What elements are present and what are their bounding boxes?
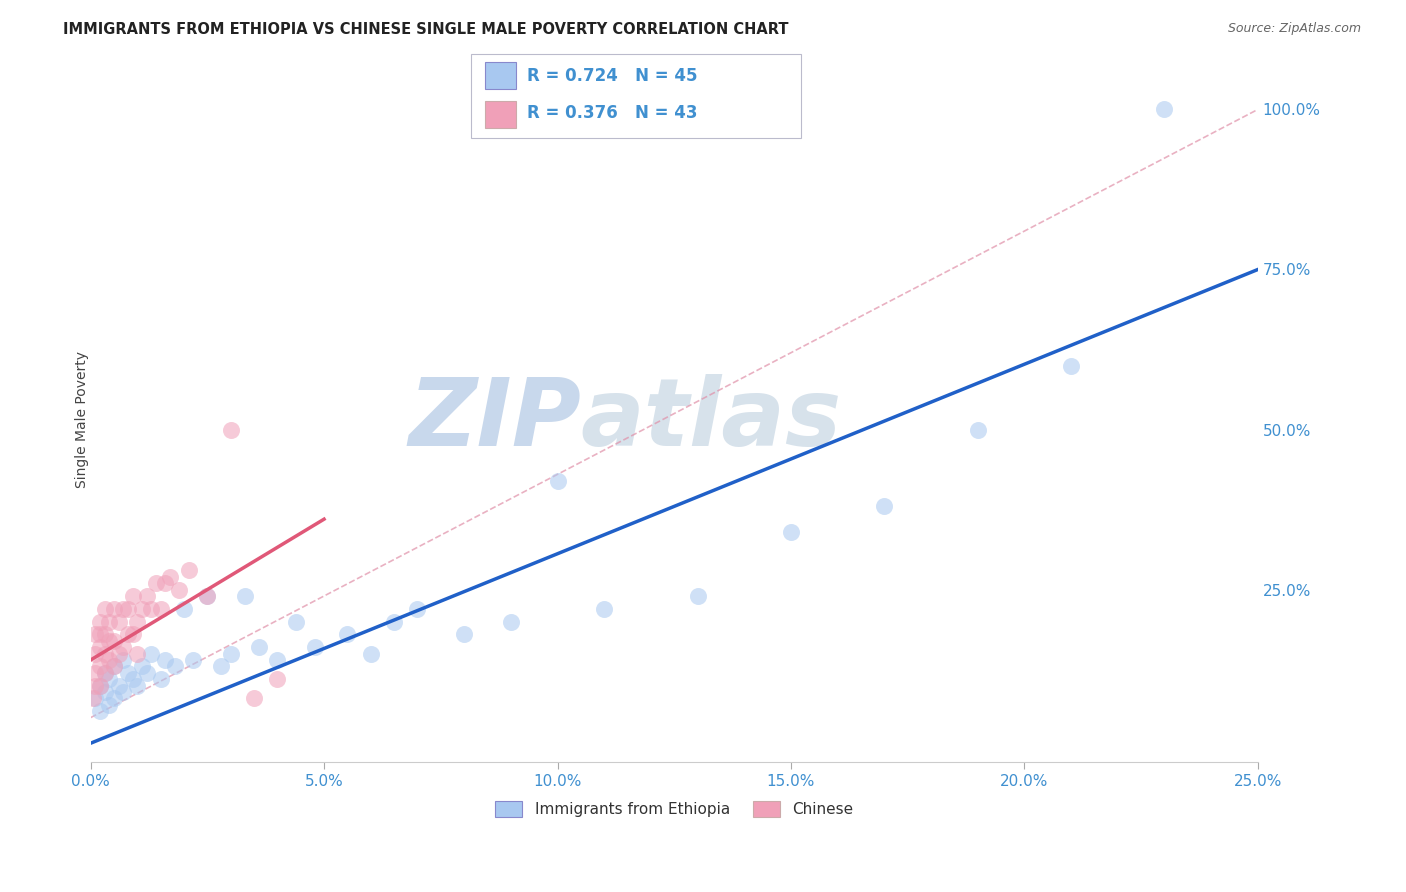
Point: [195, 589, 218, 603]
Point: [127, 679, 149, 693]
Point: [131, 602, 153, 616]
Point: [159, 570, 181, 584]
Point: [121, 627, 143, 641]
Text: R = 0.724   N = 45: R = 0.724 N = 45: [527, 67, 697, 85]
Point: [966, 423, 988, 437]
Point: [89, 640, 111, 655]
Point: [107, 615, 129, 629]
Point: [155, 653, 177, 667]
Point: [107, 679, 129, 693]
Point: [98, 672, 121, 686]
Point: [155, 576, 177, 591]
Point: [84, 627, 107, 641]
Text: ZIP: ZIP: [408, 374, 581, 466]
Point: [84, 691, 107, 706]
Point: [135, 665, 157, 680]
Point: [169, 582, 191, 597]
Text: atlas: atlas: [581, 374, 842, 466]
Point: [593, 602, 616, 616]
Point: [98, 653, 121, 667]
Point: [103, 691, 125, 706]
Point: [266, 653, 288, 667]
Point: [131, 659, 153, 673]
Point: [1060, 359, 1083, 373]
Point: [93, 685, 115, 699]
Point: [103, 602, 125, 616]
Point: [453, 627, 475, 641]
Point: [1153, 103, 1175, 117]
Point: [98, 698, 121, 712]
Point: [89, 679, 111, 693]
Point: [219, 423, 242, 437]
Point: [686, 589, 709, 603]
Point: [382, 615, 405, 629]
Text: IMMIGRANTS FROM ETHIOPIA VS CHINESE SINGLE MALE POVERTY CORRELATION CHART: IMMIGRANTS FROM ETHIOPIA VS CHINESE SING…: [63, 22, 789, 37]
Point: [183, 653, 205, 667]
Y-axis label: Single Male Poverty: Single Male Poverty: [76, 351, 90, 489]
Text: Source: ZipAtlas.com: Source: ZipAtlas.com: [1227, 22, 1361, 36]
Point: [103, 659, 125, 673]
Point: [112, 602, 135, 616]
Point: [117, 627, 139, 641]
Point: [84, 665, 107, 680]
Point: [135, 589, 157, 603]
Point: [117, 665, 139, 680]
Point: [103, 633, 125, 648]
Point: [873, 500, 896, 514]
Point: [84, 679, 107, 693]
Point: [304, 640, 326, 655]
Point: [89, 627, 111, 641]
Point: [103, 659, 125, 673]
Point: [336, 627, 359, 641]
Point: [93, 665, 115, 680]
Point: [149, 672, 172, 686]
Point: [112, 685, 135, 699]
Point: [89, 704, 111, 718]
Point: [112, 653, 135, 667]
Point: [360, 647, 382, 661]
Point: [93, 647, 115, 661]
Point: [209, 659, 232, 673]
Point: [107, 647, 129, 661]
Point: [163, 659, 186, 673]
Point: [127, 615, 149, 629]
Text: R = 0.376   N = 43: R = 0.376 N = 43: [527, 104, 697, 122]
Point: [82, 691, 104, 706]
Point: [177, 563, 200, 577]
Point: [112, 640, 135, 655]
Point: [93, 602, 115, 616]
Point: [84, 647, 107, 661]
Point: [149, 602, 172, 616]
Point: [127, 647, 149, 661]
Point: [93, 665, 115, 680]
Point: [173, 602, 195, 616]
Point: [89, 659, 111, 673]
Point: [285, 615, 308, 629]
Point: [121, 672, 143, 686]
Legend: Immigrants from Ethiopia, Chinese: Immigrants from Ethiopia, Chinese: [489, 795, 859, 823]
Point: [89, 679, 111, 693]
Point: [547, 474, 569, 488]
Point: [195, 589, 218, 603]
Point: [499, 615, 522, 629]
Point: [145, 576, 167, 591]
Point: [780, 524, 803, 539]
Point: [141, 647, 163, 661]
Point: [93, 627, 115, 641]
Point: [233, 589, 256, 603]
Point: [243, 691, 266, 706]
Point: [247, 640, 270, 655]
Point: [266, 672, 288, 686]
Point: [219, 647, 242, 661]
Point: [121, 589, 143, 603]
Point: [98, 633, 121, 648]
Point: [141, 602, 163, 616]
Point: [98, 615, 121, 629]
Point: [89, 615, 111, 629]
Point: [406, 602, 429, 616]
Point: [117, 602, 139, 616]
